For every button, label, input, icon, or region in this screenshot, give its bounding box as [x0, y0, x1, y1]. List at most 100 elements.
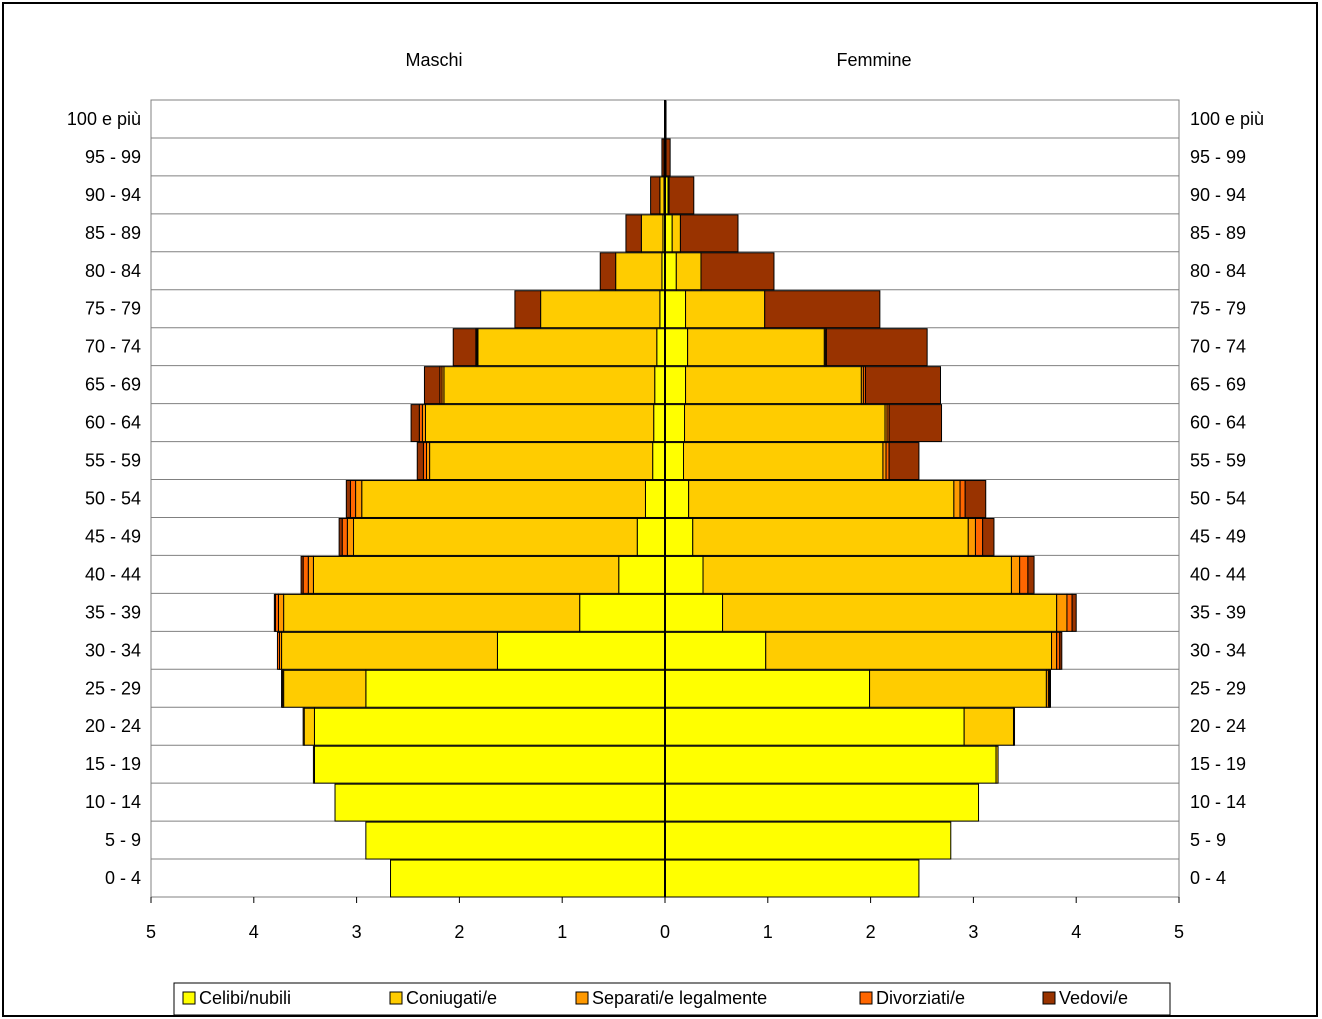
bar-males [599, 252, 617, 291]
age-label-left: 20 - 24 [85, 716, 141, 736]
bar-females [664, 631, 767, 670]
age-label-left: 70 - 74 [85, 337, 141, 357]
bar-females [664, 593, 724, 632]
bar-males [281, 631, 498, 670]
bar-females [664, 366, 687, 405]
bar-females [664, 404, 686, 443]
x-tick-label: 3 [352, 922, 362, 942]
bar-females [683, 442, 884, 481]
bar-males [307, 555, 314, 594]
age-label-right: 35 - 39 [1190, 602, 1246, 622]
x-tick-label: 0 [660, 922, 670, 942]
legend: Celibi/nubili Coniugati/e Separati/e legal… [173, 982, 1171, 1016]
legend-label: Divorziati/e [876, 988, 965, 1008]
bar-males [273, 593, 276, 632]
bar-females [764, 290, 881, 329]
age-label-left: 100 e più [67, 109, 141, 129]
bar-males [349, 480, 357, 518]
bar-females [1059, 631, 1063, 670]
bar-females [687, 328, 825, 367]
x-tick-label: 1 [557, 922, 567, 942]
bar-females [963, 707, 1014, 746]
bar-females [688, 480, 955, 518]
bar-females [1010, 555, 1021, 594]
bar-females [679, 214, 739, 253]
legend-swatch [182, 991, 196, 1005]
age-label-left: 50 - 54 [85, 489, 141, 509]
bar-males [390, 859, 666, 898]
age-label-left: 40 - 44 [85, 564, 141, 584]
age-label-right: 0 - 4 [1190, 868, 1226, 888]
x-tick-label: 2 [866, 922, 876, 942]
bar-females [722, 593, 1058, 632]
bar-females [675, 252, 702, 291]
age-label-left: 45 - 49 [85, 526, 141, 546]
age-label-right: 65 - 69 [1190, 375, 1246, 395]
age-label-right: 20 - 24 [1190, 716, 1246, 736]
bar-females [964, 480, 987, 518]
legend-swatch [389, 991, 403, 1005]
bars [273, 100, 1077, 898]
bar-females [995, 745, 999, 784]
age-label-left: 0 - 4 [105, 868, 141, 888]
age-label-right: 60 - 64 [1190, 413, 1246, 433]
bar-males [312, 555, 620, 594]
bar-males [640, 214, 664, 253]
bar-males [276, 631, 281, 670]
bar-females [864, 366, 942, 405]
x-tick-label: 5 [146, 922, 156, 942]
age-label-left: 75 - 79 [85, 299, 141, 319]
bar-females [953, 480, 961, 518]
age-label-left: 15 - 19 [85, 754, 141, 774]
bar-males [345, 480, 351, 518]
bar-males [644, 480, 666, 518]
age-label-left: 60 - 64 [85, 413, 141, 433]
bar-females [974, 517, 984, 556]
age-label-right: 95 - 99 [1190, 147, 1246, 167]
bar-females [664, 707, 965, 746]
bar-females [702, 555, 1012, 594]
bar-males [659, 176, 665, 215]
bar-females [700, 252, 775, 291]
bar-males [334, 783, 666, 822]
age-label-right: 55 - 59 [1190, 451, 1246, 471]
bar-males [429, 442, 654, 481]
bar-males [361, 480, 646, 518]
legend-swatch [575, 991, 589, 1005]
x-tick-label: 3 [968, 922, 978, 942]
age-label-left: 35 - 39 [85, 602, 141, 622]
bar-females [664, 745, 997, 784]
bar-females [1051, 631, 1058, 670]
bar-males [625, 214, 642, 253]
age-label-right: 90 - 94 [1190, 185, 1246, 205]
bar-females [671, 214, 681, 253]
age-label-right: 30 - 34 [1190, 640, 1246, 660]
bar-males [313, 707, 666, 746]
bar-females [1027, 555, 1035, 594]
bar-females [982, 517, 995, 556]
bar-females [665, 138, 671, 177]
age-label-left: 90 - 94 [85, 185, 141, 205]
bar-males [615, 252, 663, 291]
bar-males [283, 669, 367, 708]
age-label-right: 15 - 19 [1190, 754, 1246, 774]
bar-males [424, 404, 655, 443]
bar-males [365, 669, 666, 708]
legend-label: Vedovi/e [1059, 988, 1128, 1008]
bar-males [496, 631, 666, 670]
bar-females [1056, 593, 1068, 632]
bar-females [1012, 707, 1016, 746]
bar-males [650, 176, 661, 215]
bar-females [685, 366, 862, 405]
bar-females [967, 517, 976, 556]
females-title: Femmine [836, 50, 911, 70]
bar-males [656, 328, 666, 367]
age-label-right: 25 - 29 [1190, 678, 1246, 698]
age-label-left: 95 - 99 [85, 147, 141, 167]
bar-females [664, 480, 690, 518]
age-label-left: 85 - 89 [85, 223, 141, 243]
bar-males [477, 328, 658, 367]
age-label-left: 5 - 9 [105, 830, 141, 850]
age-label-right: 100 e più [1190, 109, 1264, 129]
bar-males [636, 517, 666, 556]
